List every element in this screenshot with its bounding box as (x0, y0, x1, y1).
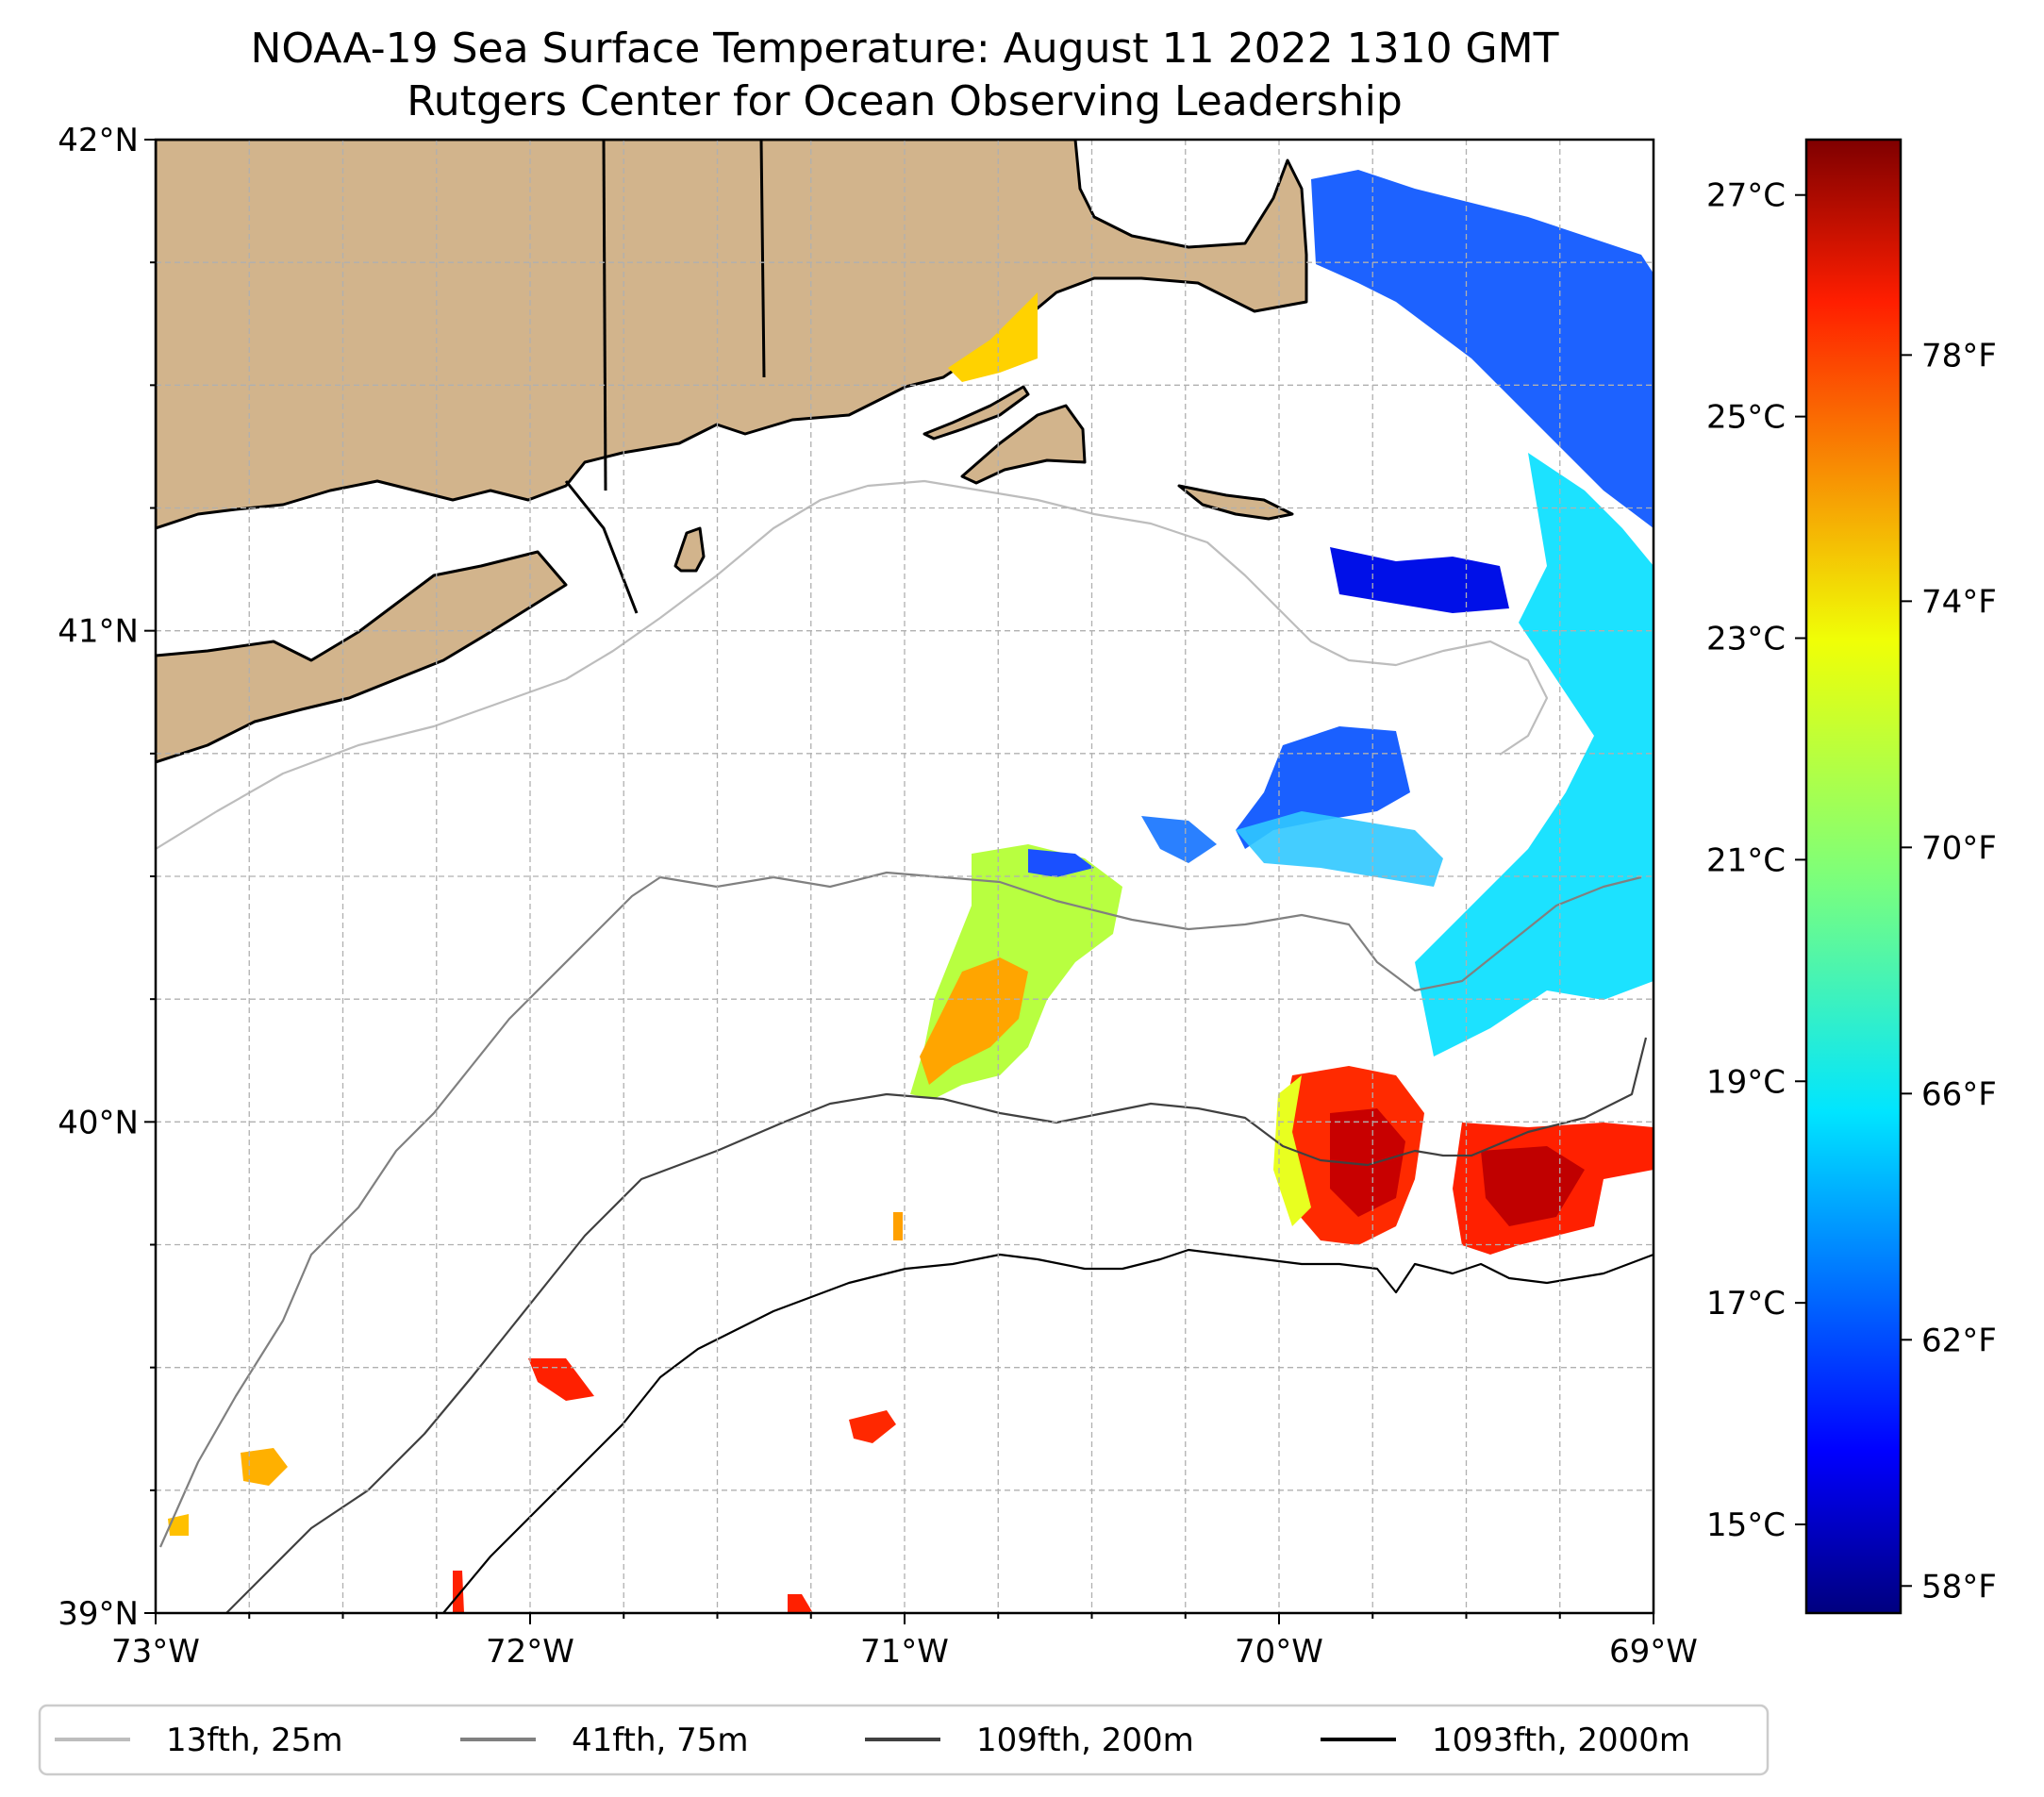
fahrenheit-tick-label: 58°F (1921, 1568, 1997, 1606)
isobath-75m (158, 871, 1642, 1548)
sst-patch-nantucket-shoals-blue (1330, 547, 1509, 613)
celsius-tick-label: 25°C (1706, 399, 1786, 437)
sst-patch-gulfstream-east-dark (1481, 1146, 1585, 1226)
lat-tick-label: 40°N (58, 1104, 139, 1141)
land (156, 140, 1308, 764)
sst-patch-gulfstream-edge-yellow (1273, 1075, 1311, 1226)
lon-tick-label: 70°W (1235, 1633, 1323, 1671)
sst-patch-offshore-red-2 (849, 1410, 896, 1443)
isobaths (156, 479, 1653, 1613)
sst-patch-gulfstream-west-dark (1330, 1108, 1405, 1217)
sst-patch-offshore-red-3 (453, 1571, 464, 1613)
lon-tick-label: 73°W (111, 1633, 200, 1671)
state-borders (564, 140, 766, 614)
celsius-tick-label: 17°C (1706, 1285, 1786, 1323)
colorbar-fahrenheit-axis: 78°F 74°F 70°F 66°F 62°F 58°F (1901, 337, 1997, 1606)
celsius-tick-label: 27°C (1706, 177, 1786, 215)
land-mainland-connecticut-ri-ma (156, 140, 1308, 530)
celsius-tick-label: 15°C (1706, 1506, 1786, 1544)
sst-patch-cyan-mid (1236, 811, 1443, 887)
fahrenheit-tick-label: 62°F (1921, 1322, 1997, 1359)
lon-tick-label: 71°W (860, 1633, 949, 1671)
celsius-tick-label: 19°C (1706, 1063, 1786, 1101)
sst-patch-offshore-yellow-1 (241, 1448, 288, 1486)
sst-patch-small-blue-west (1141, 816, 1217, 863)
longitude-axis: 73°W 72°W 71°W 70°W 69°W (111, 1613, 1698, 1671)
colorbar-celsius-axis: 27°C 25°C 23°C 21°C 19°C 17°C 15°C (1706, 177, 1806, 1544)
sst-patch-offshore-cyan-east (1415, 453, 1653, 1057)
border-ct-ri (602, 140, 607, 491)
sst-patch-cape-cod-bay (948, 292, 1038, 382)
lat-tick-label: 39°N (58, 1595, 139, 1633)
isobath-25m (156, 479, 1549, 850)
land-elizabeth-islands (922, 385, 1030, 441)
sst-patch-gulf-of-maine (1311, 170, 1653, 528)
fahrenheit-tick-label: 78°F (1921, 337, 1997, 374)
title-line-1: NOAA-19 Sea Surface Temperature: August … (251, 25, 1559, 73)
celsius-tick-label: 21°C (1706, 841, 1786, 879)
land-block-island (673, 526, 706, 573)
title-line-2: Rutgers Center for Ocean Observing Leade… (407, 77, 1403, 125)
legend-label: 1093fth, 2000m (1432, 1722, 1690, 1759)
gridlines (156, 140, 1653, 1613)
lon-tick-label: 69°W (1609, 1633, 1698, 1671)
sst-patch-shelf-orange (920, 957, 1028, 1085)
isobath-200m (225, 1037, 1648, 1613)
sst-patch-offshore-red-4 (788, 1594, 813, 1613)
legend-label: 109fth, 200m (976, 1722, 1194, 1759)
colorbar-gradient (1804, 138, 1903, 1615)
isobath-2000m (442, 1248, 1653, 1613)
legend-label: 41fth, 75m (572, 1722, 749, 1759)
fahrenheit-tick-label: 70°F (1921, 829, 1997, 867)
fahrenheit-tick-label: 74°F (1921, 583, 1997, 621)
sst-patch-shelf-blue-top (1028, 849, 1094, 877)
land-long-island (156, 550, 568, 764)
border-ny-ct (564, 480, 639, 614)
sst-patch-offshore-red-1 (528, 1358, 594, 1401)
sst-patch-offshore-orange-small (893, 1212, 903, 1240)
lat-tick-label: 41°N (58, 613, 139, 651)
fahrenheit-tick-label: 66°F (1921, 1075, 1997, 1113)
lon-tick-label: 72°W (486, 1633, 574, 1671)
sst-data-patches (168, 170, 1653, 1613)
latitude-axis: 42°N 41°N 40°N 39°N (58, 122, 156, 1633)
land-marthas-vineyard (960, 404, 1087, 485)
colorbar: 27°C 25°C 23°C 21°C 19°C 17°C 15°C 78°F 74°F 70°… (1706, 138, 1997, 1615)
border-ri-ma (759, 140, 766, 378)
celsius-tick-label: 23°C (1706, 620, 1786, 657)
lat-tick-label: 42°N (58, 122, 139, 159)
legend-label: 13fth, 25m (166, 1722, 343, 1759)
isobath-legend: 13fth, 25m 41fth, 75m 109fth, 200m 1093fth,… (38, 1704, 1770, 1776)
